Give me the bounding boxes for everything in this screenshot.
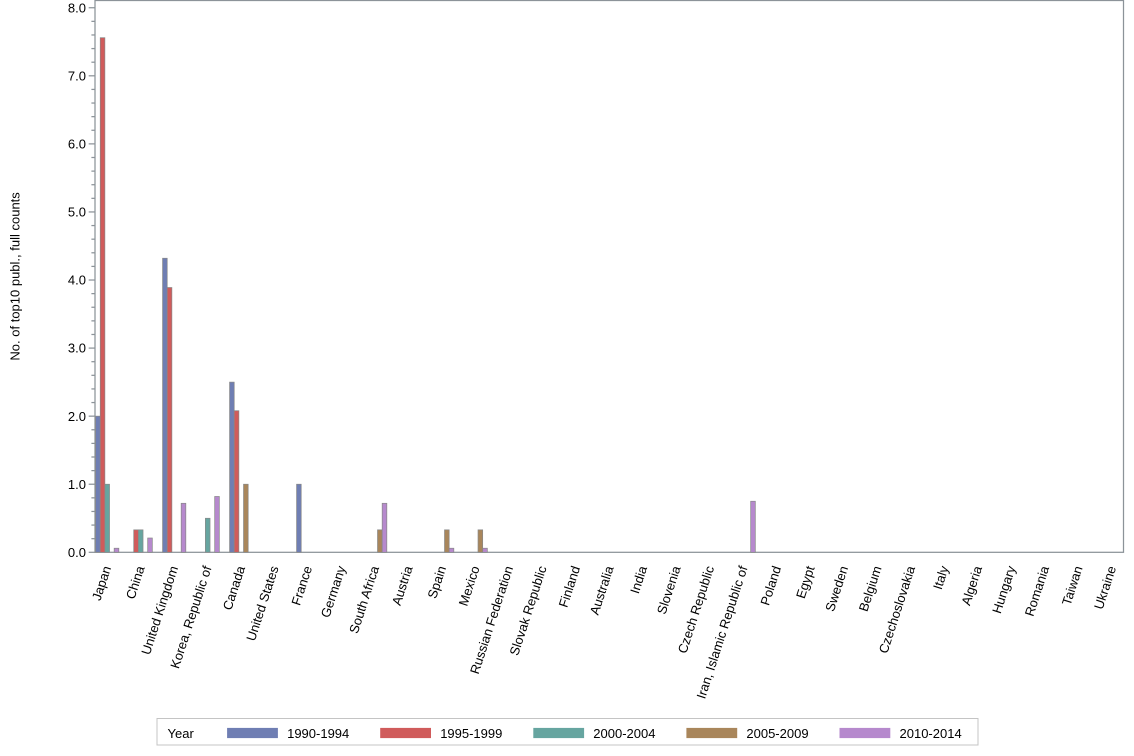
svg-text:2.0: 2.0 [68,409,86,424]
svg-text:No. of top10 publ., full count: No. of top10 publ., full counts [7,192,22,361]
svg-text:Italy: Italy [930,564,952,592]
svg-text:2010-2014: 2010-2014 [900,726,962,741]
svg-text:3.0: 3.0 [68,341,86,356]
svg-text:1995-1999: 1995-1999 [440,726,502,741]
svg-text:5.0: 5.0 [68,205,86,220]
svg-text:8.0: 8.0 [68,0,86,15]
svg-text:1.0: 1.0 [68,477,86,492]
svg-text:7.0: 7.0 [68,68,86,83]
svg-text:1990-1994: 1990-1994 [287,726,349,741]
svg-text:2005-2009: 2005-2009 [746,726,808,741]
svg-text:6.0: 6.0 [68,136,86,151]
svg-text:0.0: 0.0 [68,545,86,560]
svg-text:2000-2004: 2000-2004 [593,726,655,741]
svg-text:Year: Year [168,726,195,741]
svg-text:4.0: 4.0 [68,273,86,288]
